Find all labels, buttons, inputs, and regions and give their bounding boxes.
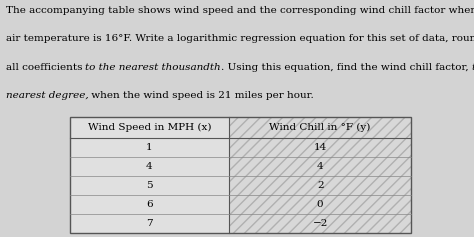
Bar [229,117,411,233]
Text: when the wind speed is 21 miles per hour.: when the wind speed is 21 miles per hour… [88,91,314,100]
Text: The accompanying table shows wind speed and the corresponding wind chill factor : The accompanying table shows wind speed … [6,6,474,15]
Text: 14: 14 [313,143,327,152]
Text: 2: 2 [317,181,323,190]
Text: air temperature is 16°F. Write a logarithmic regression equation for this set of: air temperature is 16°F. Write a logarit… [6,34,474,43]
Text: −2: −2 [312,219,328,228]
Text: 1: 1 [146,143,153,152]
Text: 7: 7 [146,219,153,228]
Text: to the nearest thousandth: to the nearest thousandth [85,63,221,72]
Text: 4: 4 [146,162,153,171]
Text: . Using this equation, find the wind chill factor,: . Using this equation, find the wind chi… [221,63,472,72]
Text: 6: 6 [146,200,153,209]
Bar [70,117,411,233]
Text: 5: 5 [146,181,153,190]
Bar [70,117,229,233]
Text: Wind Speed in MPH (x): Wind Speed in MPH (x) [88,123,211,132]
Text: all coefficients: all coefficients [6,63,85,72]
Bar [229,117,411,233]
Text: 4: 4 [317,162,323,171]
Text: to the: to the [472,63,474,72]
Text: 0: 0 [317,200,323,209]
Text: nearest degree,: nearest degree, [6,91,88,100]
Text: Wind Chill in °F (y): Wind Chill in °F (y) [269,123,371,132]
